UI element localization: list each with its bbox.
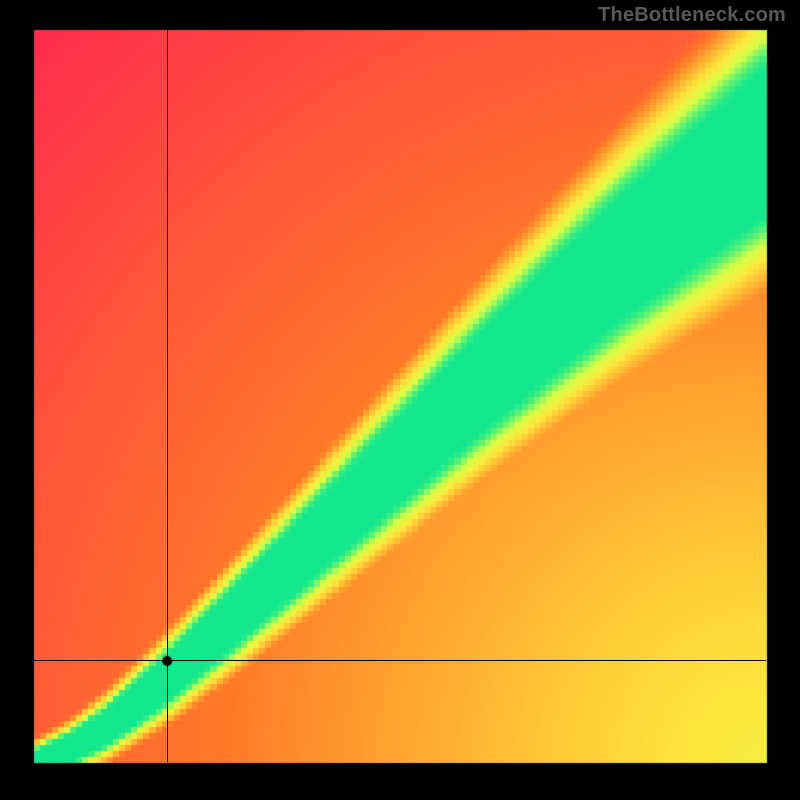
heatmap-canvas: [0, 0, 800, 800]
crosshair-horizontal: [34, 660, 766, 661]
watermark-text: TheBottleneck.com: [598, 4, 786, 27]
chart-container: TheBottleneck.com: [0, 0, 800, 800]
crosshair-vertical: [167, 30, 168, 762]
